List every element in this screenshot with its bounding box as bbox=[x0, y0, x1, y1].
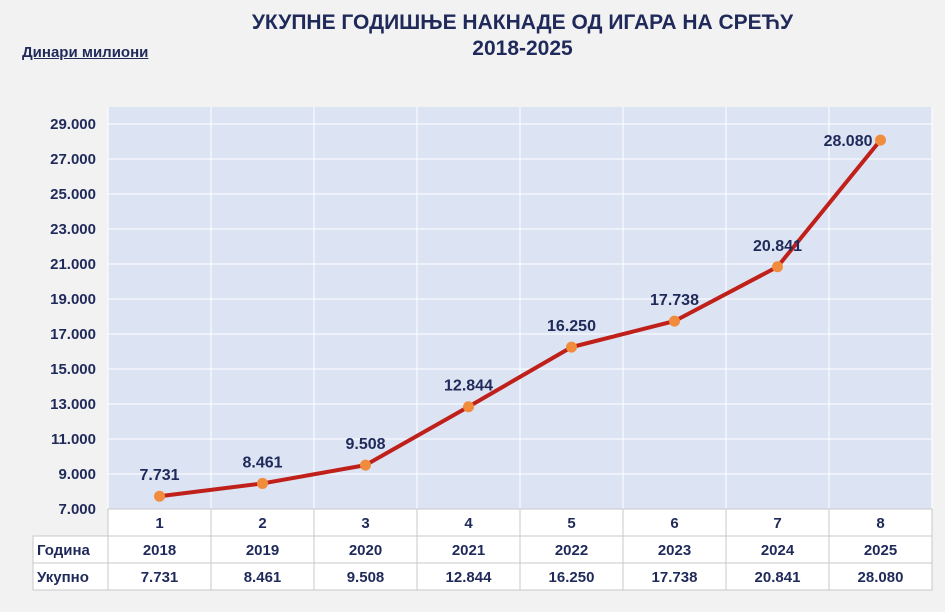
chart-title-line1: УКУПНЕ ГОДИШЊЕ НАКНАДЕ ОД ИГАРА НА СРЕЋУ bbox=[251, 11, 794, 34]
chart-title: УКУПНЕ ГОДИШЊЕ НАКНАДЕ ОД ИГАРА НА СРЕЋУ… bbox=[0, 10, 945, 62]
y-tick-label: 17.000 bbox=[50, 326, 96, 343]
y-tick-label: 7.000 bbox=[58, 501, 96, 518]
y-tick-label: 29.000 bbox=[50, 116, 96, 133]
data-point bbox=[669, 315, 680, 327]
x-tick-label: 5 bbox=[567, 515, 575, 532]
table-row bbox=[32, 562, 933, 591]
x-tick-label: 3 bbox=[361, 515, 369, 532]
y-tick-label: 15.000 bbox=[50, 361, 96, 378]
data-label: 17.738 bbox=[650, 292, 699, 309]
chart-title-line2: 2018-2025 bbox=[472, 37, 573, 60]
x-tick-label: 6 bbox=[670, 515, 678, 532]
data-label: 20.841 bbox=[753, 238, 802, 255]
table-cell: 2025 bbox=[864, 542, 897, 559]
data-point bbox=[360, 459, 371, 471]
y-tick-label: 23.000 bbox=[50, 221, 96, 238]
table-row bbox=[32, 535, 933, 564]
y-tick-label: 11.000 bbox=[51, 431, 96, 448]
data-point bbox=[463, 401, 474, 413]
y-tick-label: 9.000 bbox=[58, 466, 96, 483]
y-tick-label: 25.000 bbox=[50, 186, 96, 203]
data-label: 9.508 bbox=[345, 436, 385, 453]
table-cell: 7.731 bbox=[141, 569, 179, 586]
table-cell: 28.080 bbox=[858, 569, 904, 586]
y-tick-label: 21.000 bbox=[50, 256, 96, 273]
table-cell: 2024 bbox=[761, 542, 795, 559]
x-tick-label: 4 bbox=[464, 515, 473, 532]
table-cell: 17.738 bbox=[652, 569, 698, 586]
data-label: 12.844 bbox=[444, 378, 493, 395]
table-cell: 20.841 bbox=[755, 569, 801, 586]
data-label: 16.250 bbox=[547, 318, 596, 335]
data-label: 8.461 bbox=[242, 454, 282, 471]
y-tick-label: 27.000 bbox=[50, 151, 96, 168]
data-label: 28.080 bbox=[824, 133, 873, 150]
table-cell: 12.844 bbox=[446, 569, 493, 586]
y-tick-label: 19.000 bbox=[50, 291, 96, 308]
data-point bbox=[154, 490, 165, 502]
table-row-header: Година bbox=[37, 542, 91, 559]
unit-label: Динари милиони bbox=[22, 44, 149, 61]
data-point bbox=[257, 477, 268, 489]
data-point bbox=[772, 261, 783, 273]
series-line bbox=[159, 138, 883, 499]
data-point bbox=[875, 134, 886, 146]
table-cell: 2022 bbox=[555, 542, 588, 559]
y-tick-label: 13.000 bbox=[50, 396, 96, 413]
table-cell: 2019 bbox=[246, 542, 279, 559]
x-tick-label: 1 bbox=[155, 515, 163, 532]
x-tick-label: 8 bbox=[876, 515, 884, 532]
table-cell: 2023 bbox=[658, 542, 691, 559]
data-point bbox=[566, 341, 577, 353]
table-cell: 9.508 bbox=[347, 569, 385, 586]
table-cell: 2020 bbox=[349, 542, 382, 559]
x-tick-label: 2 bbox=[258, 515, 266, 532]
x-tick-label: 7 bbox=[773, 515, 781, 532]
data-label: 7.731 bbox=[139, 467, 179, 484]
table-row-header: Укупно bbox=[37, 569, 89, 586]
table-cell: 2021 bbox=[452, 542, 485, 559]
table-cell: 8.461 bbox=[244, 569, 282, 586]
table-cell: 2018 bbox=[143, 542, 176, 559]
table-cell: 16.250 bbox=[549, 569, 595, 586]
